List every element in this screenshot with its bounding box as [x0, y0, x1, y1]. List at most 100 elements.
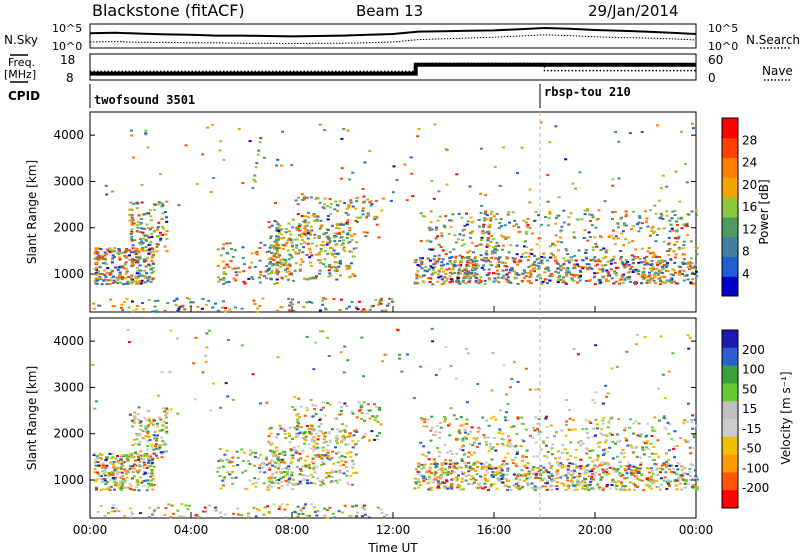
echo-cell	[323, 197, 327, 200]
echo-cell	[672, 471, 676, 474]
echo-cell	[147, 482, 150, 485]
echo-cell	[671, 268, 675, 271]
echo-cell	[471, 467, 475, 470]
echo-cell	[95, 478, 99, 481]
echo-cell	[675, 483, 679, 486]
echo-cell	[606, 426, 610, 429]
echo-cell	[99, 254, 103, 257]
echo-cell	[235, 274, 239, 277]
echo-cell	[483, 217, 487, 220]
echo-cell	[103, 479, 107, 482]
echo-cell	[269, 485, 273, 488]
echo-cell	[585, 432, 589, 435]
echo-cell	[156, 434, 159, 437]
echo-cell	[489, 264, 493, 267]
echo-cell	[156, 235, 160, 237]
echo-cell	[640, 473, 644, 476]
echo-cell	[632, 210, 635, 213]
echo-cell	[328, 506, 332, 509]
echo-cell	[280, 237, 284, 240]
echo-cell	[274, 453, 278, 456]
echo-cell	[448, 251, 452, 254]
echo-cell	[469, 478, 473, 481]
echo-cell	[158, 234, 162, 237]
echo-cell	[526, 280, 530, 283]
echo-cell	[451, 477, 455, 480]
echo-cell	[346, 435, 350, 438]
echo-cell	[436, 260, 439, 263]
echo-cell	[223, 476, 227, 479]
echo-cell	[575, 218, 579, 221]
echo-cell	[328, 237, 332, 240]
echo-cell	[144, 132, 148, 135]
echo-cell	[340, 412, 343, 415]
echo-cell	[321, 479, 325, 482]
echo-cell	[445, 479, 448, 481]
echo-cell	[161, 407, 165, 410]
echo-cell	[611, 440, 615, 443]
echo-cell	[251, 187, 255, 190]
echo-cell	[516, 487, 520, 490]
echo-cell	[522, 277, 526, 279]
echo-cell	[117, 248, 121, 250]
echo-cell	[526, 483, 530, 486]
echo-cell	[596, 456, 600, 459]
echo-cell	[315, 465, 319, 468]
echo-cell	[398, 357, 402, 360]
echo-cell	[668, 464, 672, 467]
echo-cell	[553, 479, 556, 482]
echo-cell	[318, 272, 322, 275]
echo-cell	[383, 353, 387, 356]
echo-cell	[343, 455, 347, 458]
echo-cell	[666, 421, 670, 424]
echo-cell	[608, 432, 612, 435]
echo-cell	[625, 472, 629, 475]
echo-cell	[481, 416, 485, 419]
echo-cell	[562, 221, 566, 224]
echo-cell	[627, 241, 631, 244]
echo-cell	[506, 279, 510, 282]
echo-cell	[275, 241, 279, 244]
echo-cell	[296, 418, 300, 421]
echo-cell	[640, 131, 644, 133]
echo-cell	[297, 397, 301, 400]
echo-cell	[597, 473, 601, 476]
echo-cell	[636, 467, 640, 470]
echo-cell	[676, 468, 680, 471]
echo-cell	[279, 265, 283, 268]
echo-cell	[546, 480, 550, 483]
echo-cell	[629, 444, 633, 447]
echo-cell	[282, 460, 286, 463]
echo-cell	[132, 467, 136, 470]
echo-cell	[549, 485, 552, 488]
echo-cell	[498, 222, 502, 225]
echo-cell	[382, 516, 386, 519]
echo-cell	[335, 437, 339, 440]
echo-cell	[253, 266, 257, 268]
echo-cell	[619, 475, 623, 477]
echo-cell	[446, 487, 450, 490]
echo-cell	[672, 269, 676, 272]
echo-cell	[475, 466, 479, 468]
echo-cell	[489, 261, 492, 264]
echo-cell	[487, 230, 491, 233]
echo-cell	[131, 300, 134, 303]
echo-cell	[654, 255, 658, 258]
echo-cell	[321, 303, 325, 306]
echo-cell	[335, 227, 338, 229]
echo-cell	[516, 273, 520, 276]
echo-cell	[537, 257, 541, 260]
echo-cell	[509, 443, 513, 446]
echo-cell	[579, 458, 583, 461]
echo-cell	[574, 428, 577, 431]
echo-cell	[338, 309, 342, 311]
echo-cell	[479, 211, 483, 214]
echo-cell	[273, 283, 277, 285]
echo-cell	[152, 448, 156, 451]
echo-cell	[95, 251, 99, 253]
echo-cell	[300, 232, 304, 235]
echo-cell	[497, 273, 501, 276]
echo-cell	[444, 468, 448, 471]
echo-cell	[164, 507, 168, 510]
echo-cell	[226, 471, 230, 474]
